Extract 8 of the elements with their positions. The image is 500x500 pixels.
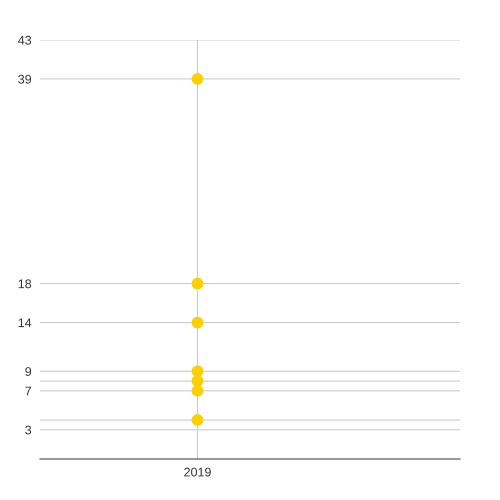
y-tick-label: 14 xyxy=(18,318,32,328)
y-tick-label: 18 xyxy=(18,279,32,288)
y-tick-label: 9 xyxy=(25,367,32,376)
y-tick-label: 7 xyxy=(25,386,32,396)
y-tick-label: 3 xyxy=(25,426,32,434)
y-tick-label: 39 xyxy=(18,74,32,84)
x-tick-label: 2019 xyxy=(184,468,211,477)
y-tick-label: 43 xyxy=(18,36,32,45)
